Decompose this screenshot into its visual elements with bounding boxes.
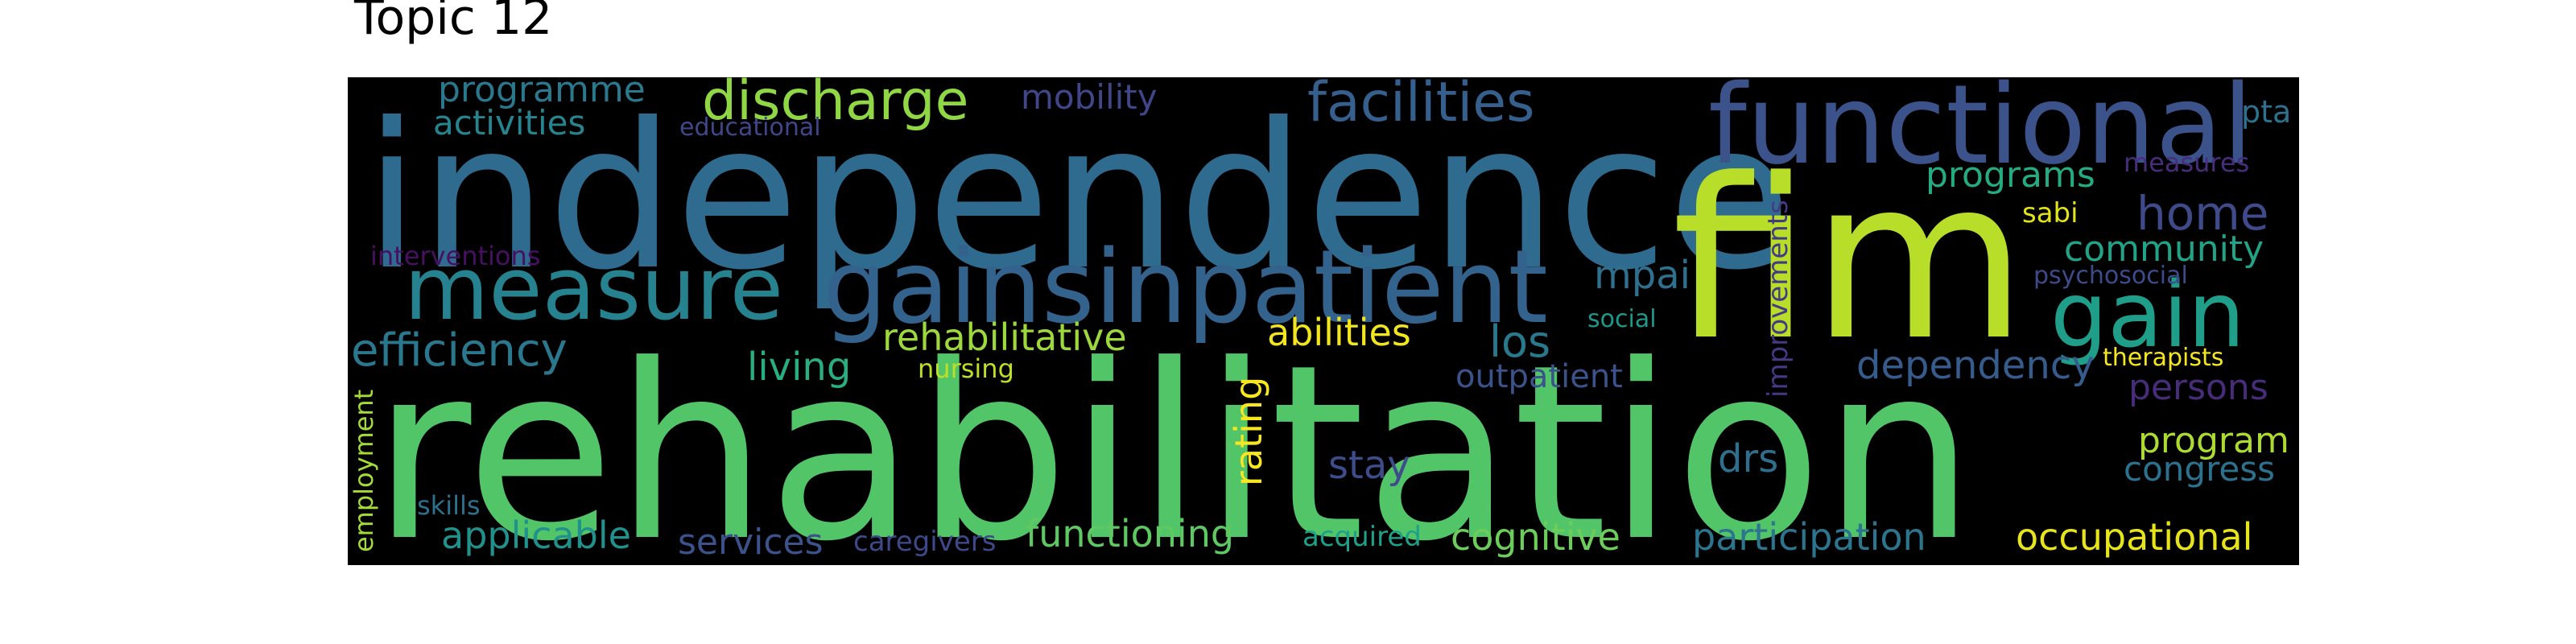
word-nursing: nursing <box>918 353 1014 384</box>
word-pta: pta <box>2241 94 2292 130</box>
word-occupational: occupational <box>2016 515 2253 559</box>
word-efficiency: efficiency <box>351 324 568 377</box>
word-psychosocial: psychosocial <box>2033 262 2188 290</box>
word-functional: functional <box>1708 77 2253 189</box>
word-programs: programs <box>1926 155 2095 196</box>
word-fim: fim <box>1672 131 2028 389</box>
word-drs: drs <box>1718 436 1779 481</box>
word-rating: rating <box>1227 376 1270 486</box>
word-therapists: therapists <box>2103 344 2224 372</box>
word-measures: measures <box>2124 147 2250 178</box>
word-programme: programme <box>438 77 646 110</box>
word-cloud: rehabilitation independence fim function… <box>348 77 2299 565</box>
word-independence: independence <box>364 80 1792 314</box>
word-applicable: applicable <box>441 514 631 557</box>
word-activities: activities <box>433 103 586 142</box>
word-services: services <box>678 522 824 563</box>
word-skills: skills <box>417 490 481 521</box>
word-rehabilitation: rehabilitation <box>372 313 1975 566</box>
word-social: social <box>1587 305 1657 333</box>
word-caregivers: caregivers <box>853 526 997 558</box>
word-interventions: interventions <box>370 241 541 271</box>
word-sabi: sabi <box>2022 197 2079 229</box>
word-gainsinpatient: gainsinpatient <box>823 228 1548 346</box>
word-stay: stay <box>1328 443 1410 488</box>
word-measure: measure <box>404 239 784 340</box>
word-functioning: functioning <box>1026 512 1235 555</box>
word-cognitive: cognitive <box>1451 515 1620 559</box>
word-mobility: mobility <box>1021 77 1158 117</box>
word-rehabilitative: rehabilitative <box>882 316 1127 359</box>
word-persons: persons <box>2128 367 2268 408</box>
page-title: Topic 12 <box>354 0 553 46</box>
word-improvements: improvements <box>1762 200 1794 398</box>
word-congress: congress <box>2124 449 2276 489</box>
word-mpai: mpai <box>1594 253 1690 298</box>
word-educational: educational <box>679 114 821 142</box>
word-abilities: abilities <box>1267 311 1411 354</box>
word-program: program <box>2138 420 2289 461</box>
word-employment: employment <box>349 389 379 552</box>
word-discharge: discharge <box>702 77 969 133</box>
word-participation: participation <box>1692 515 1926 559</box>
word-gain: gain <box>2050 263 2245 368</box>
word-acquired: acquired <box>1302 521 1422 553</box>
word-dependency: dependency <box>1856 343 2095 388</box>
word-home: home <box>2136 186 2269 241</box>
word-los: los <box>1489 316 1551 367</box>
word-living: living <box>747 345 852 390</box>
word-facilities: facilities <box>1307 77 1535 134</box>
word-outpatient: outpatient <box>1455 358 1623 395</box>
word-community: community <box>2064 229 2264 270</box>
